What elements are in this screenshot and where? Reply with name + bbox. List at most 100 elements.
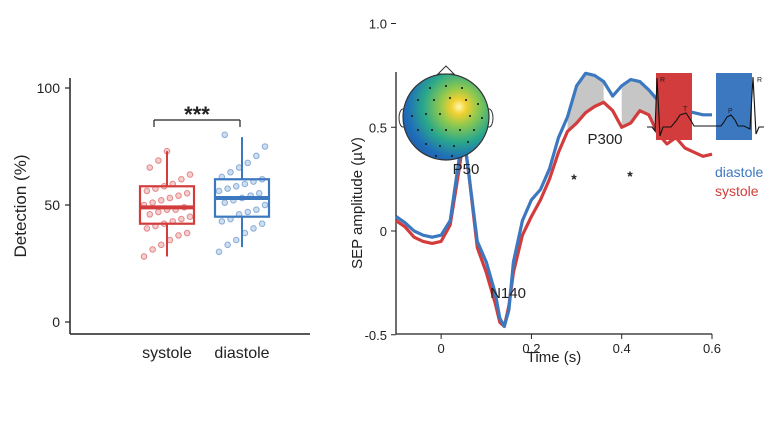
electrode-dot [445, 85, 447, 87]
electrode-dot [429, 87, 431, 89]
data-point-systole [149, 246, 156, 253]
sep-line-chart: -0.500.51.01.5 00.20.40.6 [349, 17, 764, 366]
legend-systole: systole [715, 183, 759, 199]
legend-diastole: diastole [715, 164, 763, 180]
significance-star-2: * [627, 168, 633, 184]
data-point-diastole [218, 218, 226, 225]
data-point-diastole [224, 241, 231, 249]
series-line-diastole [395, 71, 712, 328]
category-label-diastole: diastole [214, 345, 269, 362]
data-point-systole [155, 157, 162, 164]
data-point-diastole [232, 236, 240, 244]
data-point-systole [175, 192, 182, 199]
data-point-systole [183, 229, 191, 237]
electrode-dot [417, 99, 419, 101]
data-point-systole [183, 190, 191, 197]
data-point-systole [143, 187, 151, 195]
svg-text:R: R [660, 77, 665, 84]
svg-text:P: P [728, 108, 733, 115]
data-point-diastole [255, 190, 263, 197]
data-point-systole [146, 211, 154, 218]
electrode-dot [445, 129, 447, 131]
data-point-diastole [250, 225, 257, 232]
left-y-tick-label: 100 [37, 80, 61, 96]
electrode-dot [425, 143, 427, 145]
electrode-dot [481, 117, 483, 119]
left-y-axis-title: Detection (%) [11, 155, 30, 258]
electrode-dot [449, 97, 451, 99]
electrode-dot [411, 115, 413, 117]
data-point-diastole [221, 199, 229, 206]
data-point-diastole [244, 208, 252, 216]
right-x-tick-label: 0.2 [522, 341, 540, 356]
right-x-axis-title: Time (s) [527, 349, 581, 366]
significance-bracket [153, 119, 241, 127]
right-y-tick-label: 0 [380, 224, 387, 239]
left-y-tick-label: 50 [44, 197, 60, 213]
electrode-dot [465, 99, 467, 101]
right-x-tick-label: 0 [438, 341, 445, 356]
box-systole [138, 185, 196, 225]
data-point-systole [143, 225, 151, 232]
svg-text:R: R [757, 77, 762, 84]
data-point-systole [146, 164, 154, 171]
svg-text:T: T [683, 106, 688, 113]
data-point-systole [178, 175, 185, 183]
significance-star-1: * [571, 171, 577, 187]
right-y-axis-title: SEP amplitude (µV) [349, 137, 366, 269]
electrode-dot [431, 129, 433, 131]
right-y-tick-label: 0.5 [369, 120, 387, 135]
electrode-dot [439, 113, 441, 115]
electrode-dot [439, 145, 441, 147]
data-point-diastole [253, 152, 260, 160]
data-point-diastole [224, 185, 231, 192]
peak-label-p300: P300 [587, 131, 622, 148]
data-point-diastole [261, 143, 269, 150]
data-point-diastole [215, 187, 223, 195]
scalp-topography-map [398, 65, 494, 161]
significance-window-2 [621, 79, 658, 134]
data-point-diastole [221, 131, 229, 139]
data-point-systole [157, 241, 165, 249]
data-point-diastole [215, 248, 223, 256]
data-point-systole [175, 232, 182, 239]
data-point-systole [166, 194, 174, 202]
right-x-tick-label: 0.6 [703, 341, 721, 356]
electrode-dot [461, 87, 463, 89]
electrode-dot [473, 129, 475, 131]
left-y-tick-label: 0 [52, 314, 60, 330]
data-point-systole [157, 197, 165, 204]
data-point-diastole [258, 220, 266, 228]
data-point-diastole [261, 201, 269, 209]
data-point-systole [186, 171, 194, 178]
data-point-diastole [241, 180, 249, 188]
data-point-diastole [227, 168, 234, 176]
electrode-dot [451, 155, 453, 157]
electrode-dot [459, 129, 461, 131]
detection-boxplot: 0 50 100 *** systole diastole Detection (%… [11, 78, 310, 362]
peak-label-n140: N140 [490, 285, 526, 302]
right-y-tick-label: -0.5 [365, 328, 387, 343]
data-point-systole [178, 215, 185, 223]
electrode-dot [469, 115, 471, 117]
significance-stars: *** [184, 102, 210, 127]
electrode-dot [417, 129, 419, 131]
peak-label-p50: P50 [453, 161, 480, 178]
ecg-cardiac-phase-inset: R T P R [647, 73, 764, 140]
data-point-systole [155, 208, 162, 216]
data-point-systole [149, 199, 156, 206]
right-y-tick-label: 1.0 [369, 17, 387, 32]
data-point-diastole [244, 159, 252, 167]
electrode-dot [425, 113, 427, 115]
right-x-tick-label: 0.4 [613, 341, 631, 356]
data-point-systole [140, 253, 148, 260]
electrode-dot [453, 145, 455, 147]
data-point-diastole [232, 182, 240, 190]
data-point-systole [186, 213, 194, 220]
electrode-dot [435, 155, 437, 157]
data-point-diastole [253, 206, 260, 213]
electrode-dot [433, 99, 435, 101]
electrode-dot [467, 141, 469, 143]
category-label-systole: systole [142, 345, 192, 362]
